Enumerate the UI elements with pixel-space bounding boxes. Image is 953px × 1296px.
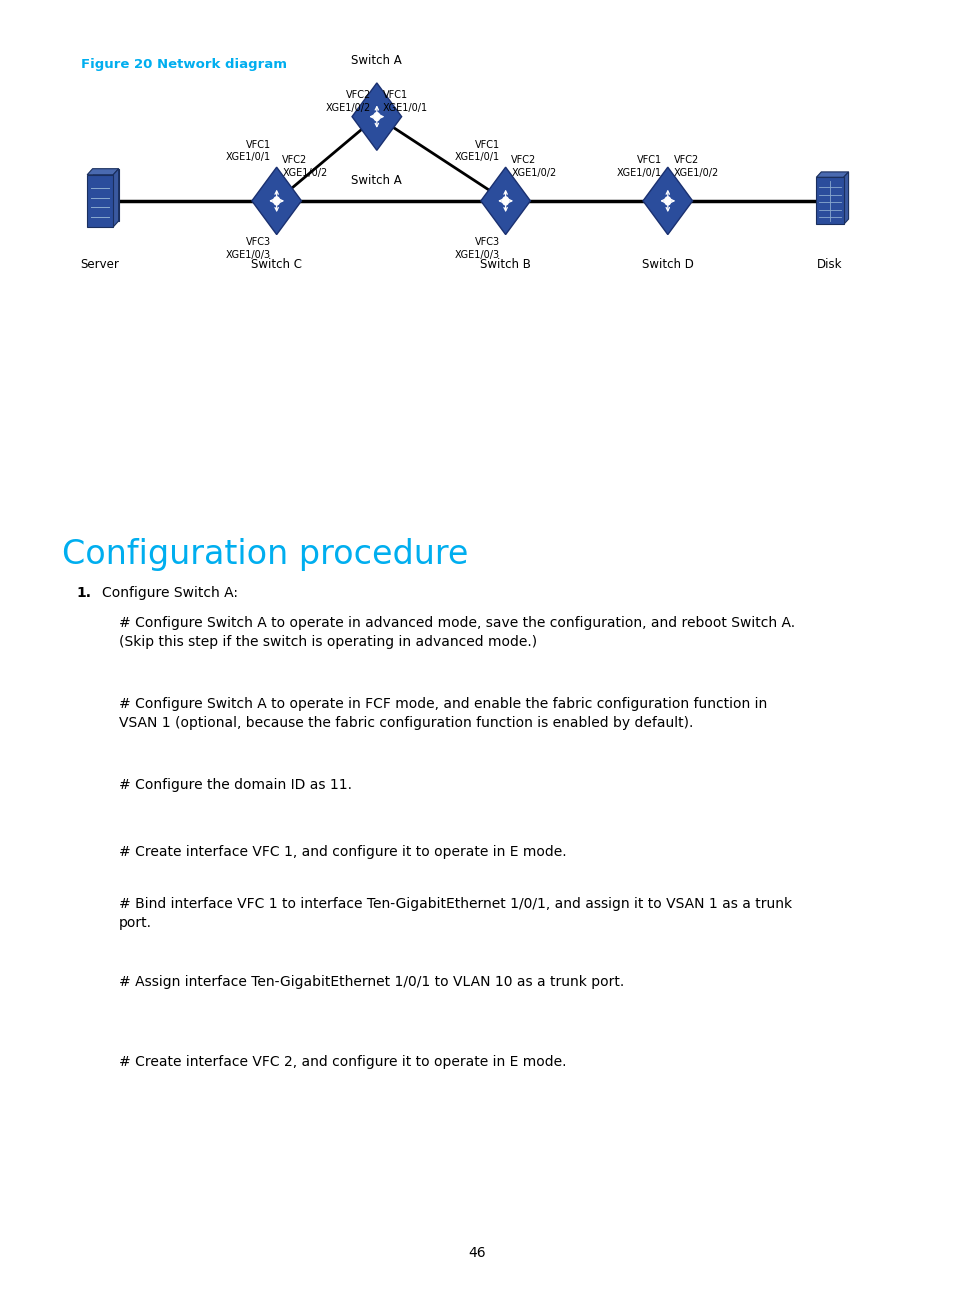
Text: Disk: Disk <box>817 258 841 271</box>
Text: VFC1
XGE1/0/1: VFC1 XGE1/0/1 <box>226 140 271 162</box>
Text: VFC2
XGE1/0/2: VFC2 XGE1/0/2 <box>673 156 718 178</box>
Text: Switch C: Switch C <box>251 258 302 271</box>
Polygon shape <box>352 83 401 150</box>
Polygon shape <box>252 167 301 235</box>
Polygon shape <box>92 168 118 220</box>
Text: Switch A: Switch A <box>351 174 402 187</box>
Polygon shape <box>113 168 118 227</box>
Circle shape <box>274 197 279 205</box>
FancyBboxPatch shape <box>87 175 113 227</box>
Polygon shape <box>642 167 692 235</box>
Text: # Assign interface Ten-GigabitEthernet 1/0/1 to VLAN 10 as a trunk port.: # Assign interface Ten-GigabitEthernet 1… <box>119 975 624 989</box>
Text: # Create interface VFC 2, and configure it to operate in E mode.: # Create interface VFC 2, and configure … <box>119 1055 566 1069</box>
Text: 46: 46 <box>468 1245 485 1260</box>
Circle shape <box>374 113 379 121</box>
Text: VFC3
XGE1/0/3: VFC3 XGE1/0/3 <box>455 237 499 259</box>
Text: 1.: 1. <box>76 586 91 600</box>
Polygon shape <box>87 168 118 175</box>
Text: # Configure Switch A to operate in advanced mode, save the configuration, and re: # Configure Switch A to operate in advan… <box>119 616 795 648</box>
Text: # Bind interface VFC 1 to interface Ten-GigabitEthernet 1/0/1, and assign it to : # Bind interface VFC 1 to interface Ten-… <box>119 897 792 929</box>
Text: # Configure the domain ID as 11.: # Configure the domain ID as 11. <box>119 778 352 792</box>
Polygon shape <box>842 172 847 224</box>
Text: VFC1
XGE1/0/1: VFC1 XGE1/0/1 <box>617 156 661 178</box>
Text: Configure Switch A:: Configure Switch A: <box>102 586 238 600</box>
FancyBboxPatch shape <box>816 178 842 224</box>
Circle shape <box>502 197 508 205</box>
Text: Switch D: Switch D <box>641 258 693 271</box>
Polygon shape <box>816 172 847 178</box>
Text: Server: Server <box>81 258 119 271</box>
Text: # Create interface VFC 1, and configure it to operate in E mode.: # Create interface VFC 1, and configure … <box>119 845 566 859</box>
Text: VFC2
XGE1/0/2: VFC2 XGE1/0/2 <box>326 91 371 113</box>
Text: VFC3
XGE1/0/3: VFC3 XGE1/0/3 <box>226 237 271 259</box>
Text: VFC2
XGE1/0/2: VFC2 XGE1/0/2 <box>282 156 327 178</box>
Text: VFC1
XGE1/0/1: VFC1 XGE1/0/1 <box>382 91 427 113</box>
Polygon shape <box>480 167 530 235</box>
Text: Configuration procedure: Configuration procedure <box>62 538 468 570</box>
Text: # Configure Switch A to operate in FCF mode, and enable the fabric configuration: # Configure Switch A to operate in FCF m… <box>119 697 767 730</box>
Text: Figure 20 Network diagram: Figure 20 Network diagram <box>81 58 287 71</box>
Text: VFC2
XGE1/0/2: VFC2 XGE1/0/2 <box>511 156 556 178</box>
Text: Switch B: Switch B <box>479 258 531 271</box>
Text: VFC1
XGE1/0/1: VFC1 XGE1/0/1 <box>455 140 499 162</box>
Text: Switch A: Switch A <box>351 54 402 67</box>
Circle shape <box>664 197 670 205</box>
